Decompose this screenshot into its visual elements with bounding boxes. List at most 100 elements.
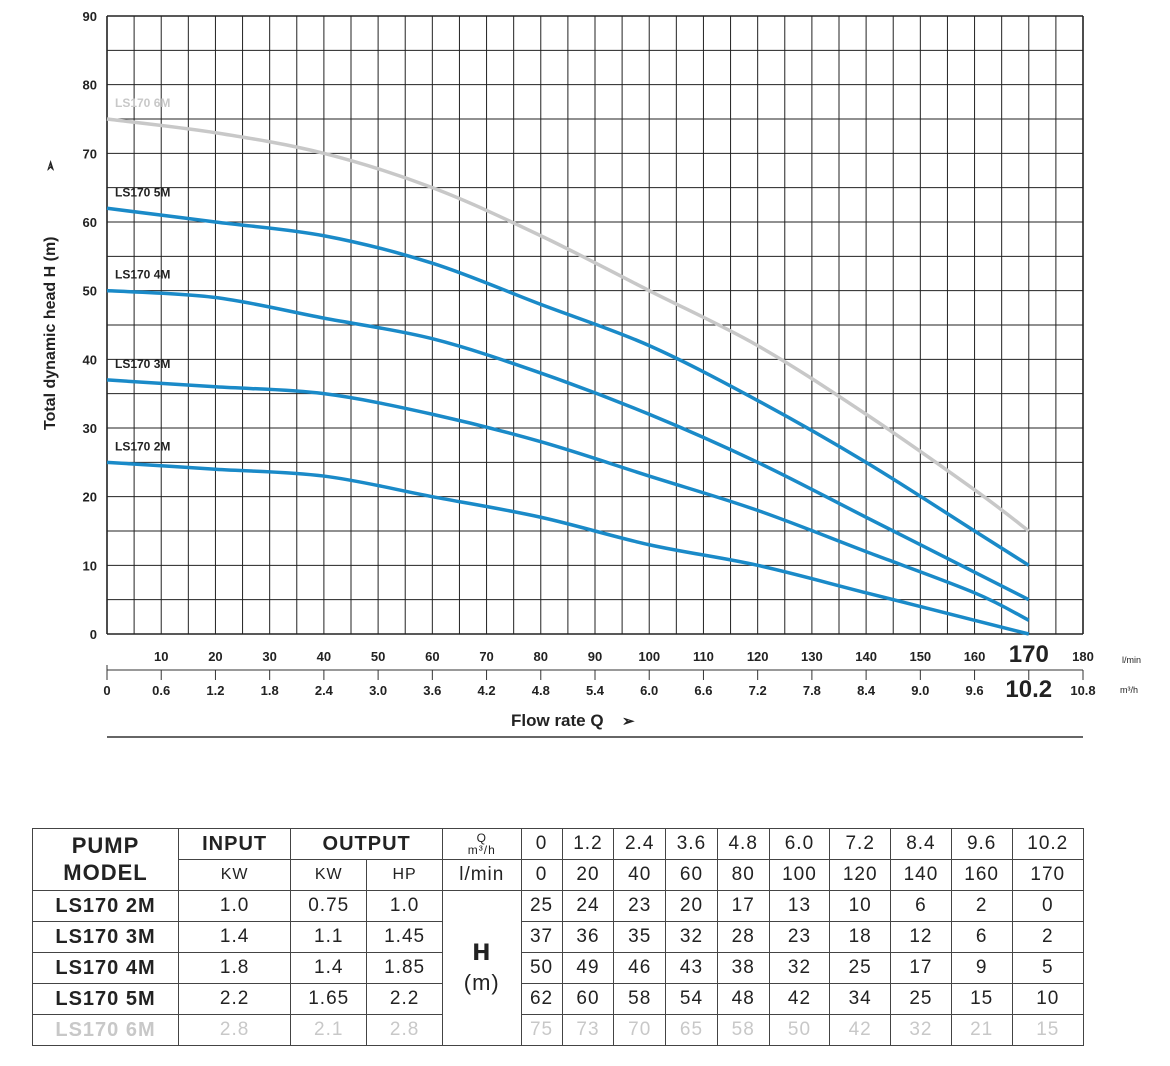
x-tick-label-lmin: 80 (534, 649, 548, 664)
head-cell: 35 (613, 921, 667, 953)
head-cell: 32 (665, 921, 718, 953)
q-lmin-cell: 20 (561, 859, 615, 891)
table-row: LS170 5M 2.2 1.65 2.2 62 60 58 54 48 42 34 25 15 1… (32, 983, 1085, 1015)
x-axis-label: Flow rate Q (511, 711, 604, 730)
unit-m3h: m³/h (1120, 685, 1138, 695)
q-lmin-cell: 60 (665, 859, 718, 891)
x-tick-label-m3h: 5.4 (586, 683, 605, 698)
input-kw-header: KW (177, 859, 292, 891)
x-tick-label-lmin: 60 (425, 649, 439, 664)
q-m3h-cell: 4.8 (716, 828, 770, 860)
x-tick-label-lmin: 180 (1072, 649, 1094, 664)
x-tick-label-lmin: 170 (1009, 641, 1049, 668)
table-row: LS170 3M 1.4 1.1 1.45 37 36 35 32 28 23 18 12 6 2 (32, 921, 1085, 953)
q-m3h-cell: 6.0 (768, 828, 831, 860)
unit-lmin: l/min (1122, 655, 1141, 665)
q-m3h-cell: 8.4 (890, 828, 952, 860)
head-cell: 24 (561, 890, 615, 922)
output-kw-header: KW (290, 859, 368, 891)
x-tick-label-m3h: 7.2 (749, 683, 767, 698)
q-lmin-cell: 160 (950, 859, 1013, 891)
q-m3h-cell: 10.2 (1011, 828, 1085, 860)
head-cell: 15 (950, 983, 1013, 1015)
head-cell: 34 (829, 983, 892, 1015)
x-tick-label-m3h: 6.0 (640, 683, 658, 698)
curve-label: LS170 5M (115, 185, 170, 199)
x-tick-label-lmin: 30 (262, 649, 276, 664)
head-cell: 6 (950, 921, 1013, 953)
q-m3h-cell: 9.6 (950, 828, 1013, 860)
curve-label: LS170 6M (115, 96, 170, 110)
head-cell: 36 (561, 921, 615, 953)
head-cell: 32 (890, 1014, 952, 1046)
hp-header: HP (366, 859, 444, 891)
x-tick-label-m3h: 1.2 (206, 683, 224, 698)
curve-label: LS170 2M (115, 439, 170, 453)
q-lmin-cell: 100 (768, 859, 831, 891)
q-lmin-cell: 0 (520, 859, 563, 891)
head-cell: 17 (716, 890, 770, 922)
q-lmin-cell: 120 (829, 859, 892, 891)
x-tick-label-lmin: 110 (693, 649, 714, 664)
head-cell: 21 (950, 1014, 1013, 1046)
output-header: OUTPUT (290, 828, 444, 860)
curve-ls170-6m (106, 117, 1030, 533)
table-row: LS170 2M 1.0 0.75 1.0 H (m) 25 24 23 20 17 13 10 6… (32, 890, 1085, 1046)
output-kw-cell: 2.1 (290, 1014, 368, 1046)
head-cell: 42 (829, 1014, 892, 1046)
y-tick-label: 20 (83, 490, 97, 505)
head-cell: 15 (1011, 1014, 1085, 1046)
curve-ls170-2m (106, 460, 1030, 636)
x-tick-label-lmin: 150 (909, 649, 931, 664)
head-cell: 25 (890, 983, 952, 1015)
head-cell: 25 (520, 890, 563, 922)
q-m3h-cell: 7.2 (829, 828, 892, 860)
head-cell: 32 (768, 952, 831, 984)
head-cell: 17 (890, 952, 952, 984)
output-kw-cell: 1.65 (290, 983, 368, 1015)
x-tick-label-m3h: 7.8 (803, 683, 821, 698)
head-cell: 5 (1011, 952, 1085, 984)
head-cell: 0 (1011, 890, 1085, 922)
table-row: LS170 4M 1.8 1.4 1.85 50 49 46 43 38 32 25 17 9 5 (32, 952, 1085, 984)
input-kw-cell: 1.0 (177, 890, 292, 922)
x-tick-label-m3h: 4.2 (478, 683, 496, 698)
x-tick-label-lmin: 10 (154, 649, 168, 664)
x-tick-label-m3h: 2.4 (315, 683, 334, 698)
x-tick-label-m3h: 9.0 (911, 683, 929, 698)
q-m3h-cell: 3.6 (665, 828, 718, 860)
head-cell: 73 (561, 1014, 615, 1046)
hp-cell: 1.85 (366, 952, 444, 984)
head-cell: 23 (613, 890, 667, 922)
y-axis-label: Total dynamic head H (m) (42, 236, 59, 430)
y-tick-label: 0 (90, 627, 97, 642)
head-cell: 13 (768, 890, 831, 922)
x-tick-label-m3h: 6.6 (694, 683, 712, 698)
model-cell: LS170 4M (32, 952, 179, 984)
x-tick-label-lmin: 140 (855, 649, 877, 664)
x-tick-label-m3h: 3.0 (369, 683, 387, 698)
x-tick-label-m3h: 0 (103, 683, 110, 698)
y-tick-label: 30 (83, 421, 97, 436)
head-cell: 6 (890, 890, 952, 922)
head-cell: 50 (520, 952, 563, 984)
head-cell: 49 (561, 952, 615, 984)
x-tick-label-m3h: 3.6 (423, 683, 441, 698)
table-row: LS170 6M 2.8 2.1 2.8 75 73 70 65 58 50 42 32 21 15 (32, 1014, 1085, 1046)
head-cell: 54 (665, 983, 718, 1015)
head-cell: 75 (520, 1014, 563, 1046)
head-cell: 20 (665, 890, 718, 922)
head-cell: 25 (829, 952, 892, 984)
y-tick-label: 10 (83, 558, 97, 573)
model-cell: LS170 3M (32, 921, 179, 953)
x-tick-label-lmin: 120 (747, 649, 769, 664)
x-tick-label-m3h: 0.6 (152, 683, 170, 698)
curve-ls170-4m (106, 288, 1030, 602)
head-cell: 10 (1011, 983, 1085, 1015)
labels: LS170 6M LS170 5M LS170 4M LS170 3M LS170 2M (115, 96, 170, 453)
x-tick-label-lmin: 50 (371, 649, 385, 664)
model-cell: LS170 5M (32, 983, 179, 1015)
pump-curve-chart: 0 10 20 30 40 50 60 70 80 90 10 20 30 40 50 60 70 80 90 100… (42, 9, 1141, 738)
curves (106, 117, 1030, 636)
